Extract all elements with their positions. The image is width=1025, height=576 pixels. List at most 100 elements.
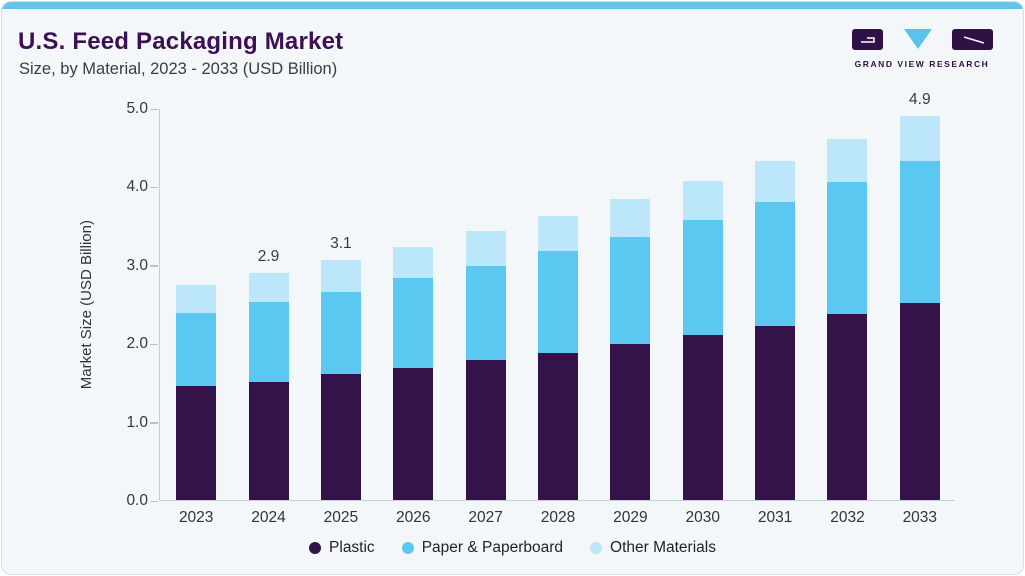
bar-column-2029: 2029 — [594, 109, 666, 526]
bar-stack — [465, 231, 506, 500]
y-axis-title: Market Size (USD Billion) — [77, 220, 95, 390]
bar-stack — [610, 198, 651, 500]
y-tick-label: 2.0 — [126, 335, 148, 353]
y-tick-label: 4.0 — [126, 178, 148, 196]
y-tick-label: 0.0 — [126, 492, 148, 509]
bar-segment-plastic — [176, 385, 217, 500]
legend-swatch-icon — [309, 542, 322, 554]
bar-segment-other-materials — [537, 216, 578, 251]
x-tick-label: 2028 — [540, 509, 576, 526]
bar-total-label: 2.9 — [257, 247, 280, 265]
bar-segment-plastic — [899, 303, 940, 500]
x-tick-label: 2033 — [902, 509, 938, 526]
x-tick-label: 2026 — [396, 509, 431, 526]
bar-segment-paper-paperboard — [248, 302, 289, 382]
bar-segment-plastic — [827, 314, 868, 500]
y-tick-label: 3.0 — [126, 256, 148, 274]
bar-segment-paper-paperboard — [899, 161, 940, 304]
y-tick-label: 1.0 — [126, 413, 148, 431]
bar-segment-other-materials — [176, 285, 217, 314]
x-tick-label: 2029 — [613, 509, 648, 526]
bar-segment-paper-paperboard — [537, 250, 578, 354]
bar-segment-paper-paperboard — [393, 278, 434, 369]
bar-column-2024: 2.9 2024 — [232, 109, 304, 526]
legend-swatch-icon — [401, 542, 414, 554]
gvr-logo-icon — [851, 29, 993, 50]
bar-stack — [899, 115, 940, 500]
bar-segment-other-materials — [610, 198, 651, 237]
bar-segment-other-materials — [827, 139, 868, 182]
bar-segment-plastic — [682, 334, 723, 500]
bar-segment-other-materials — [755, 160, 796, 203]
top-accent-bar — [2, 2, 1023, 9]
x-tick-label: 2027 — [468, 509, 503, 526]
x-tick-label: 2023 — [178, 509, 214, 526]
bar-segment-other-materials — [248, 272, 289, 303]
bar-segment-plastic — [465, 360, 506, 500]
x-tick-label: 2030 — [685, 509, 720, 526]
bar-column-2025: 3.1 2025 — [305, 109, 377, 526]
page-title: U.S. Feed Packaging Market — [18, 28, 344, 55]
x-tick-label: 2024 — [251, 509, 286, 526]
bar-column-2026: 2026 — [377, 109, 449, 526]
y-tick-label: 5.0 — [126, 100, 148, 117]
bar-stack — [176, 285, 217, 500]
legend-item-paper-paperboard: Paper & Paperboard — [401, 539, 564, 557]
bar-column-2033: 4.9 2033 — [884, 91, 956, 526]
bar-stack — [393, 246, 434, 500]
bar-stack — [682, 180, 723, 500]
y-tick-mark — [150, 265, 158, 267]
bar-segment-other-materials — [682, 180, 723, 221]
chart-legend: Plastic Paper & Paperboard Other Materials — [2, 539, 1023, 557]
y-axis-title-wrap: Market Size (USD Billion) — [76, 109, 96, 501]
bar-column-2023: 2023 — [160, 109, 232, 526]
bar-stack — [248, 272, 289, 500]
bar-segment-paper-paperboard — [682, 220, 723, 335]
bar-segment-plastic — [537, 353, 578, 500]
bar-segment-paper-paperboard — [320, 292, 361, 374]
bar-segment-paper-paperboard — [465, 265, 506, 361]
y-tick-mark — [150, 500, 158, 502]
bar-stack — [537, 216, 578, 500]
page-subtitle: Size, by Material, 2023 - 2033 (USD Bill… — [19, 60, 338, 78]
bar-column-2030: 2030 — [667, 109, 739, 526]
bar-segment-other-materials — [899, 115, 940, 162]
brand-name: GRAND VIEW RESEARCH — [854, 59, 990, 69]
y-tick-mark — [150, 186, 158, 189]
bar-segment-plastic — [393, 368, 434, 500]
legend-item-plastic: Plastic — [309, 539, 375, 557]
bar-segment-paper-paperboard — [176, 313, 217, 386]
legend-item-other-materials: Other Materials — [590, 539, 716, 557]
bar-stack — [320, 260, 361, 500]
bar-segment-paper-paperboard — [755, 202, 796, 326]
legend-swatch-icon — [590, 542, 603, 554]
bar-column-2028: 2028 — [522, 109, 594, 526]
bar-segment-plastic — [610, 343, 651, 500]
bar-stack — [755, 160, 796, 500]
bar-segment-plastic — [248, 381, 289, 500]
bar-column-2031: 2031 — [739, 109, 811, 526]
bar-segment-other-materials — [465, 231, 506, 266]
plot-area: 0.0 1.0 2.0 3.0 4.0 5.0 2023 2.9 2024 3.1 2025 2026… — [126, 91, 956, 526]
bar-segment-other-materials — [320, 260, 361, 293]
bar-stack — [827, 139, 868, 500]
legend-label: Paper & Paperboard — [421, 539, 564, 556]
bar-segment-paper-paperboard — [610, 236, 651, 344]
bar-total-label: 3.1 — [330, 235, 352, 253]
brand-logo: GRAND VIEW RESEARCH — [849, 29, 995, 69]
x-tick-label: 2031 — [757, 509, 793, 526]
legend-label: Plastic — [329, 539, 375, 556]
y-tick-mark — [150, 108, 158, 110]
bar-segment-paper-paperboard — [827, 181, 868, 315]
bar-segment-other-materials — [393, 246, 434, 279]
legend-label: Other Materials — [610, 539, 716, 556]
y-tick-mark — [150, 422, 158, 424]
x-tick-label: 2025 — [323, 509, 359, 526]
bar-column-2032: 2032 — [811, 109, 883, 526]
bar-segment-plastic — [755, 325, 796, 500]
x-tick-label: 2032 — [830, 509, 865, 526]
bar-total-label: 4.9 — [909, 90, 931, 108]
y-tick-mark — [150, 343, 158, 346]
bar-segment-plastic — [320, 373, 361, 500]
